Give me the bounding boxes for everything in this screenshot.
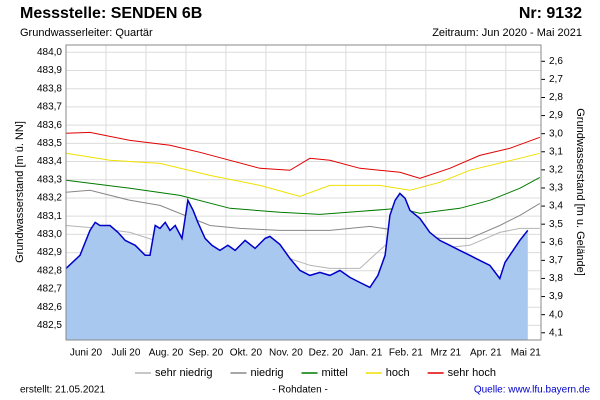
- legend-label: hoch: [386, 367, 410, 379]
- y-tick-label: 483,7: [37, 102, 62, 113]
- x-tick-label: Nov. 20: [269, 348, 303, 359]
- created-date: erstellt: 21.05.2021: [20, 385, 105, 396]
- source-link[interactable]: Quelle: www.lfu.bayern.de: [474, 385, 591, 396]
- area: [66, 193, 528, 340]
- y2-tick-label: 2,9: [549, 110, 563, 121]
- x-tick-label: Juli 20: [112, 348, 141, 359]
- x-tick-label: Mai 21: [511, 348, 541, 359]
- y2-tick-label: 2,6: [549, 56, 563, 67]
- y-tick-label: 482,7: [37, 284, 62, 295]
- x-tick-label: Sep. 20: [189, 348, 224, 359]
- y2-tick-label: 3,5: [549, 219, 563, 230]
- legend-label: sehr niedrig: [155, 367, 212, 379]
- x-tick-label: Okt. 20: [230, 348, 263, 359]
- y-tick-label: 483,6: [37, 120, 62, 131]
- series-line: [65, 152, 540, 197]
- y-tick-label: 482,8: [37, 265, 62, 276]
- series-line: [65, 131, 540, 179]
- x-tick-label: Mrz 21: [431, 348, 462, 359]
- y-tick-label: 482,6: [37, 302, 62, 313]
- chart-title: Messstelle: SENDEN 6B: [20, 5, 202, 22]
- x-tick-label: Feb. 21: [389, 348, 423, 359]
- raw-data-note: - Rohdaten -: [272, 385, 328, 396]
- y-tick-label: 484,0: [37, 47, 62, 58]
- x-tick-label: Dez. 20: [309, 348, 344, 359]
- x-tick-label: Jan. 21: [349, 348, 382, 359]
- y2-tick-label: 3,4: [549, 201, 563, 212]
- y2-tick-label: 2,7: [549, 74, 563, 85]
- y2-tick-label: 3,3: [549, 183, 563, 194]
- subtitle: Grundwasserleiter: Quartär: [20, 27, 153, 39]
- y-tick-label: 483,9: [37, 65, 62, 76]
- y2-tick-label: 3,1: [549, 146, 563, 157]
- y2-tick-label: 3,9: [549, 291, 563, 302]
- y2-tick-label: 3,2: [549, 165, 563, 176]
- x-tick-label: Apr. 21: [470, 348, 502, 359]
- y-tick-label: 483,0: [37, 229, 62, 240]
- y2-tick-label: 4,0: [549, 309, 563, 320]
- y2-tick-label: 2,8: [549, 92, 563, 103]
- legend-label: sehr hoch: [448, 367, 496, 379]
- y-tick-label: 483,5: [37, 138, 62, 149]
- y2-tick-label: 3,6: [549, 237, 563, 248]
- y2-tick-label: 3,7: [549, 255, 563, 266]
- y-tick-label: 483,3: [37, 174, 62, 185]
- y-tick-label: 482,5: [37, 320, 62, 331]
- legend-label: mittel: [322, 367, 348, 379]
- plot-frame: [65, 44, 542, 341]
- y2-tick-label: 4,1: [549, 327, 563, 338]
- y-tick-label: 482,9: [37, 247, 62, 258]
- series-line: [65, 176, 541, 215]
- y2-axis-label: Grundwasserstand [m u. Gelände]: [574, 108, 586, 276]
- station-number: Nr: 9132: [519, 5, 582, 22]
- y-axis-label: Grundwasserstand [m ü. NN]: [14, 121, 26, 263]
- series-line: [65, 189, 541, 239]
- y-tick-label: 483,4: [37, 156, 62, 167]
- series-line: [65, 192, 529, 289]
- x-tick-label: Aug. 20: [149, 348, 184, 359]
- y-tick-label: 483,1: [37, 211, 62, 222]
- y2-tick-label: 3,8: [549, 273, 563, 284]
- x-tick-label: Juni 20: [70, 348, 103, 359]
- y-tick-label: 483,2: [37, 193, 62, 204]
- period: Zeitraum: Jun 2020 - Mai 2021: [432, 27, 582, 39]
- legend-label: niedrig: [250, 367, 283, 379]
- y-tick-label: 483,8: [37, 83, 62, 94]
- y2-tick-label: 3,0: [549, 128, 563, 139]
